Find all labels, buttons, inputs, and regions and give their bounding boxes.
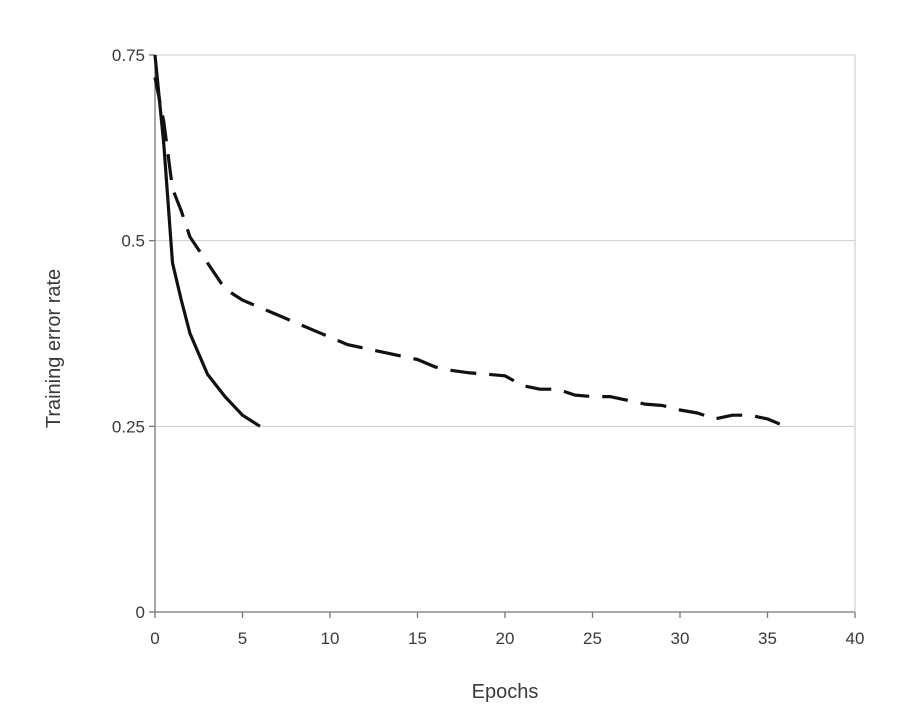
x-axis-title: Epochs — [472, 681, 539, 703]
axes — [149, 54, 856, 618]
tick-labels: 0 0.25 0.5 0.75 0 5 10 15 20 25 30 35 40 — [112, 46, 865, 648]
x-tick-label-1: 5 — [238, 629, 247, 648]
x-tick-label-8: 40 — [846, 629, 865, 648]
x-tick-label-5: 25 — [583, 629, 602, 648]
y-tick-label-2: 0.5 — [121, 232, 145, 251]
plot-area-frame — [154, 54, 856, 613]
y-tick-label-1: 0.25 — [112, 417, 145, 436]
x-tick-label-2: 10 — [321, 629, 340, 648]
x-tick-label-3: 15 — [408, 629, 427, 648]
x-tick-label-6: 30 — [671, 629, 690, 648]
y-tick-label-0: 0 — [136, 603, 145, 622]
dashed-series-line — [153, 76, 786, 428]
x-tick-label-4: 20 — [496, 629, 515, 648]
solid-series-line — [153, 54, 261, 428]
x-tick-label-0: 0 — [150, 629, 159, 648]
y-tick-label-3: 0.75 — [112, 46, 145, 65]
series-lines — [153, 54, 786, 428]
x-tick-label-7: 35 — [758, 629, 777, 648]
gridlines — [155, 54, 855, 427]
y-axis-title: Training error rate — [43, 269, 65, 428]
